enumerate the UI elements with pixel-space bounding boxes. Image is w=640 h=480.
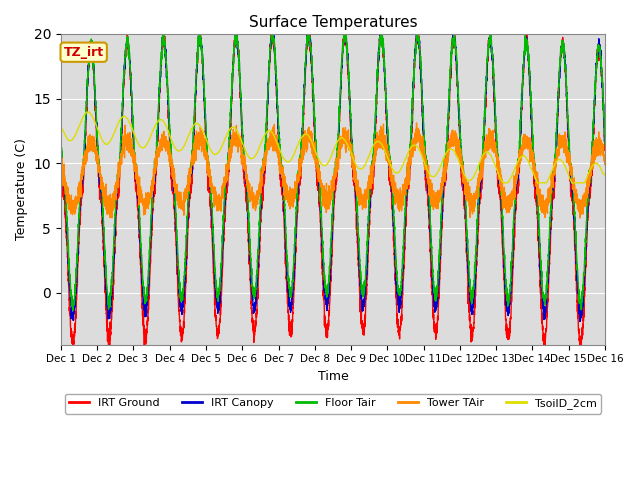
TsoilD_2cm [425,170,433,176]
IRT Ground [155,109,163,115]
Tower TAir [57,154,65,159]
IRT Canopy [155,106,163,112]
TsoilD_2cm [500,180,508,186]
IRT Ground [57,150,65,156]
TsoilD_2cm [601,172,609,178]
IRT Ground [268,24,276,29]
Tower TAir [108,215,116,221]
IRT Ground [601,132,609,138]
IRT Ground [313,174,321,180]
Line: Floor Tair: Floor Tair [61,30,605,311]
TsoilD_2cm [57,126,65,132]
Floor Tair [232,27,240,33]
Floor Tair [155,96,163,101]
Y-axis label: Temperature (C): Temperature (C) [15,138,28,240]
IRT Ground [455,110,463,116]
IRT Canopy [57,136,65,142]
X-axis label: Time: Time [317,370,348,383]
Legend: IRT Ground, IRT Canopy, Floor Tair, Tower TAir, TsoilD_2cm: IRT Ground, IRT Canopy, Floor Tair, Towe… [65,394,601,414]
Floor Tair [425,192,433,198]
Line: IRT Canopy: IRT Canopy [61,29,605,322]
Text: TZ_irt: TZ_irt [63,46,104,59]
TsoilD_2cm [601,172,609,178]
IRT Ground [425,216,433,221]
IRT Canopy [305,26,313,32]
IRT Ground [541,348,548,353]
Tower TAir [455,137,463,143]
TsoilD_2cm [313,152,321,157]
TsoilD_2cm [486,151,493,157]
IRT Canopy [455,105,463,111]
IRT Canopy [576,319,584,324]
IRT Canopy [313,160,321,166]
Tower TAir [155,154,163,160]
Tower TAir [425,176,433,182]
TsoilD_2cm [155,118,163,123]
Tower TAir [486,143,493,148]
Floor Tair [455,105,463,111]
Tower TAir [313,164,321,170]
IRT Canopy [601,132,609,138]
TsoilD_2cm [455,158,463,164]
Line: Tower TAir: Tower TAir [61,123,605,218]
Floor Tair [486,33,493,39]
Floor Tair [313,154,321,159]
Floor Tair [601,132,609,137]
Tower TAir [601,158,609,164]
TsoilD_2cm [83,109,91,115]
IRT Canopy [601,139,609,144]
IRT Canopy [425,200,433,205]
Title: Surface Temperatures: Surface Temperatures [249,15,417,30]
Tower TAir [413,120,420,126]
IRT Canopy [486,37,493,43]
Floor Tair [601,142,609,148]
Line: IRT Ground: IRT Ground [61,26,605,350]
Floor Tair [57,134,65,140]
IRT Ground [486,43,493,48]
Tower TAir [601,161,609,167]
Floor Tair [69,308,77,313]
Line: TsoilD_2cm: TsoilD_2cm [61,112,605,183]
IRT Ground [601,141,609,147]
